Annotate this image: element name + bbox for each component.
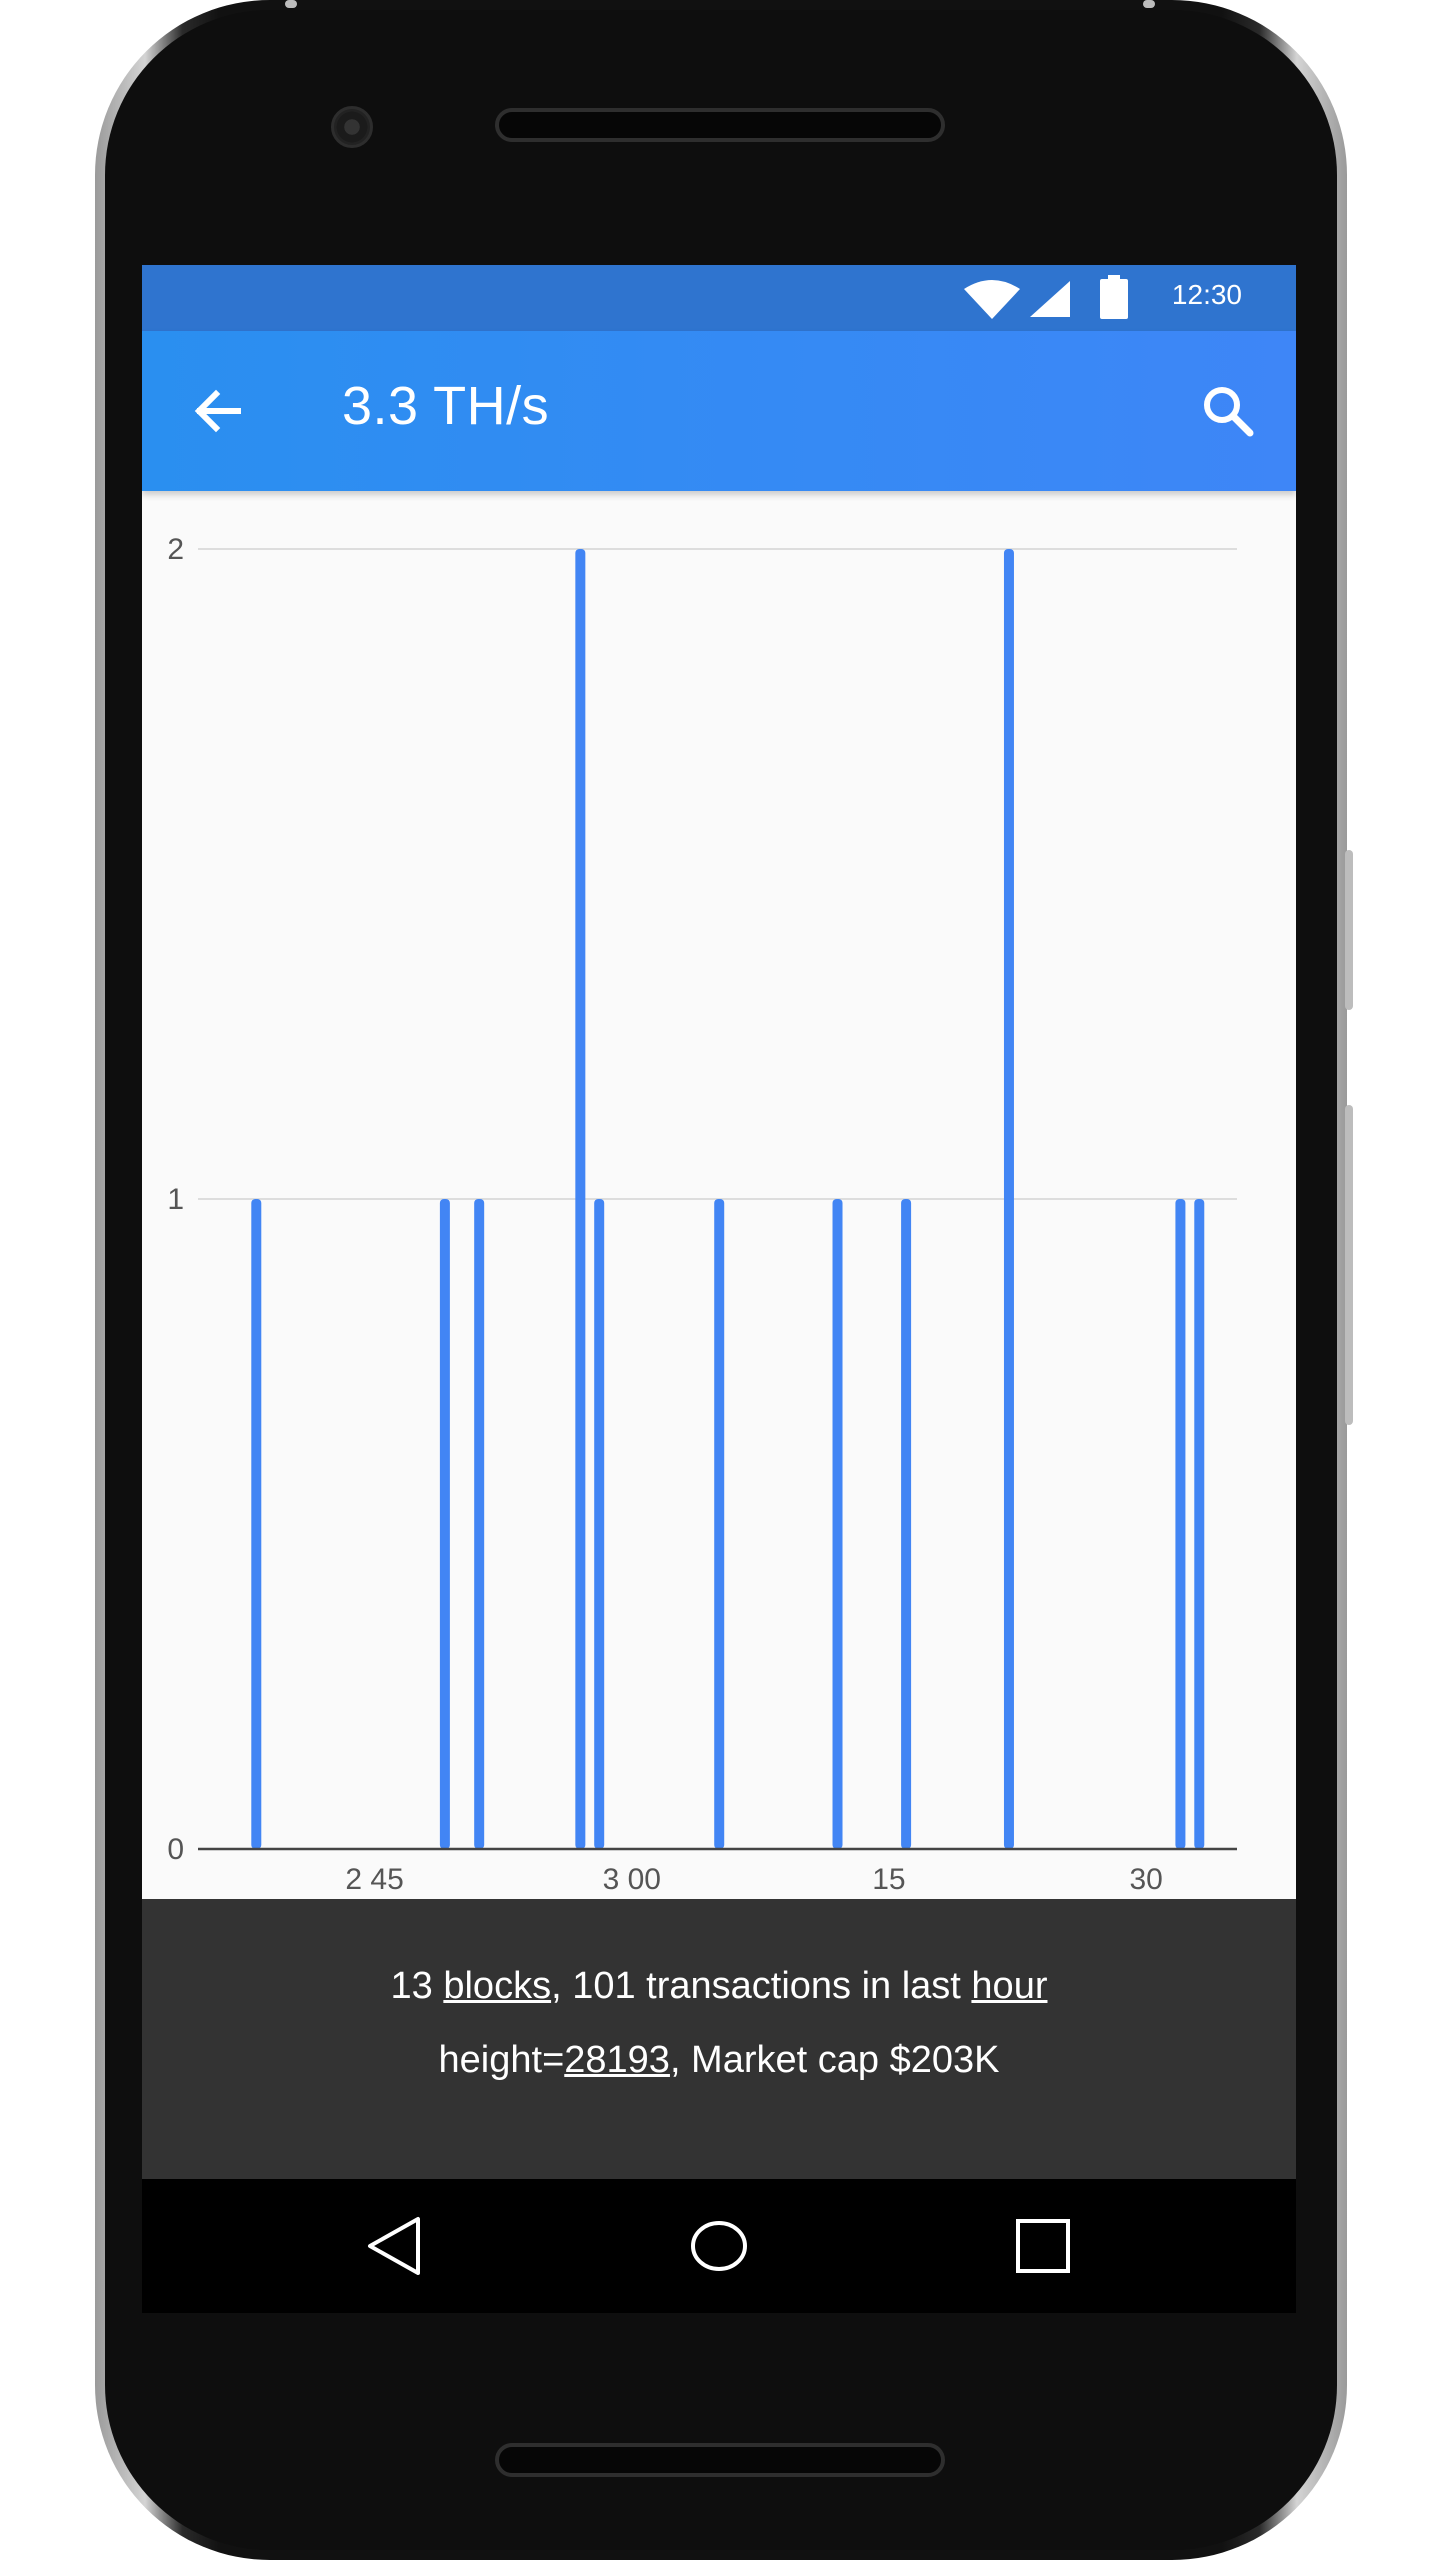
height-prefix: height=	[438, 2039, 565, 2081]
app-bar: 3.3 TH/s	[142, 331, 1296, 491]
top-edge-button	[285, 0, 297, 8]
transactions-text: , 101 transactions in last	[551, 1965, 972, 2007]
status-bar: 12:30	[142, 265, 1296, 331]
top-edge-button-right	[1143, 0, 1155, 8]
bar	[901, 1199, 912, 1849]
bar	[575, 549, 586, 1849]
bar	[474, 1199, 485, 1849]
bar	[714, 1199, 725, 1849]
top-speaker	[495, 108, 945, 142]
bar	[1003, 549, 1014, 1849]
chart-area: 0 1 2 2 45 3 00 15 30	[142, 491, 1296, 2171]
wifi-icon	[964, 280, 1020, 319]
battery-icon	[1100, 275, 1128, 319]
summary-line-2: height=28193, Market cap $203K	[142, 2023, 1296, 2097]
page-title: 3.3 TH/s	[342, 376, 550, 436]
hour-link[interactable]: hour	[971, 1965, 1048, 2007]
block-count: 13	[390, 1965, 433, 2007]
x-tick-label: 2 45	[345, 1863, 403, 1896]
x-tick-label: 3 00	[603, 1863, 661, 1896]
search-icon[interactable]	[1196, 379, 1260, 443]
square-recents-icon[interactable]	[1012, 2215, 1074, 2277]
x-tick-label: 15	[872, 1863, 905, 1896]
summary-line-1: 13 blocks, 101 transactions in last hour	[142, 1949, 1296, 2023]
cell-signal-icon	[1030, 281, 1070, 317]
x-tick-label: 30	[1129, 1863, 1162, 1896]
blocks-link[interactable]: blocks	[443, 1965, 552, 2007]
summary-footer: 13 blocks, 101 transactions in last hour…	[142, 1899, 1296, 2179]
bar	[832, 1199, 843, 1849]
volume-button	[1345, 1105, 1353, 1425]
bottom-speaker	[495, 2443, 945, 2477]
power-button	[1345, 850, 1353, 1010]
blocks-chart: 0 1 2 2 45 3 00 15 30	[167, 533, 1237, 1896]
navigation-bar	[142, 2179, 1296, 2313]
height-link[interactable]: 28193	[564, 2039, 670, 2081]
y-tick-label: 1	[167, 1183, 184, 1216]
screen: 12:30 3.3 TH/s 0 1 2 2 45 3 00 15 30 13 blocks…	[142, 265, 1296, 2313]
bar	[251, 1199, 262, 1849]
bar	[1194, 1199, 1205, 1849]
bar	[439, 1199, 450, 1849]
bar	[1175, 1199, 1186, 1849]
circle-home-icon[interactable]	[688, 2215, 750, 2277]
y-tick-label: 2	[167, 533, 184, 566]
market-cap-text: , Market cap $203K	[669, 2039, 1000, 2081]
bar	[594, 1199, 605, 1849]
status-time: 12:30	[1171, 279, 1242, 310]
arrow-back-icon[interactable]	[188, 381, 248, 441]
triangle-back-icon[interactable]	[364, 2215, 426, 2277]
y-tick-label: 0	[167, 1833, 184, 1866]
front-camera	[331, 106, 373, 148]
